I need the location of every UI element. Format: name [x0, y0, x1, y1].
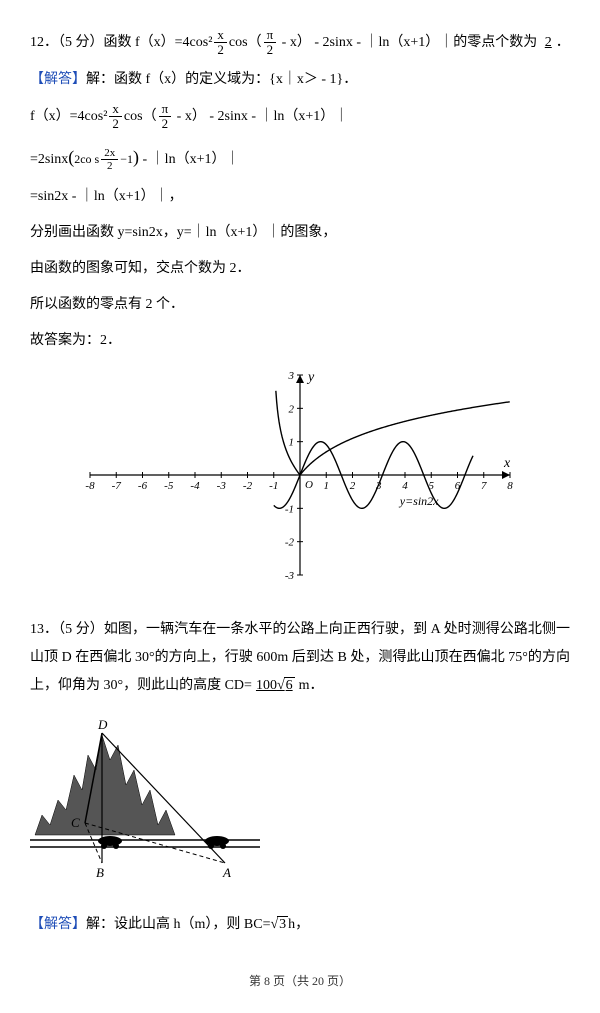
mountain-svg: D C B A — [30, 715, 260, 885]
q13-unit: m． — [299, 678, 324, 693]
solution-label-2: 【解答】 — [30, 917, 86, 932]
q12-sol1: 解：函数 f（x）的定义域为：{x｜x＞ - 1}． — [86, 72, 357, 87]
svg-text:-1: -1 — [285, 504, 294, 516]
frac-pi-2: π2 — [264, 28, 277, 58]
chart-svg: -8-7-6-5-4-3-2-112345678-3-2-1123xyOy=si… — [80, 365, 520, 585]
svg-text:-7: -7 — [112, 480, 122, 492]
svg-text:-3: -3 — [217, 480, 227, 492]
svg-text:A: A — [222, 865, 231, 880]
q12-sol-line6: 由函数的图象可知，交点个数为 2． — [30, 255, 570, 283]
svg-text:1: 1 — [324, 480, 330, 492]
svg-text:4: 4 — [402, 480, 408, 492]
page-footer: 第 8 页（共 20 页） — [30, 969, 570, 993]
svg-text:D: D — [97, 717, 108, 732]
svg-text:-2: -2 — [243, 480, 253, 492]
function-chart: -8-7-6-5-4-3-2-112345678-3-2-1123xyOy=si… — [30, 365, 570, 596]
q12-stem-c: - x） - 2sinx - ｜ln（x+1）｜的零点个数为 — [278, 35, 537, 50]
svg-text:8: 8 — [507, 480, 513, 492]
svg-text:2: 2 — [289, 404, 295, 416]
q12-number: 12． — [30, 35, 58, 50]
svg-text:-1: -1 — [269, 480, 278, 492]
q12-stem: 12．（5 分）函数 f（x）=4cos²x2cos（π2 - x） - 2si… — [30, 28, 570, 58]
q12-sol-line3: =2sinx(2co s2x2−1) - ｜ln（x+1）｜ — [30, 139, 570, 175]
q12-points: （5 分） — [58, 35, 104, 50]
svg-text:7: 7 — [481, 480, 487, 492]
svg-text:x: x — [503, 456, 511, 471]
q12-stem-a: 函数 f（x）=4cos² — [104, 35, 213, 50]
q12-sol-line4: =sin2x - ｜ln（x+1）｜， — [30, 183, 570, 211]
q12-period: ． — [556, 35, 570, 50]
svg-text:-5: -5 — [164, 480, 174, 492]
q12-stem-b: cos（ — [229, 35, 262, 50]
svg-text:y=sin2x: y=sin2x — [399, 494, 439, 508]
svg-text:C: C — [71, 815, 80, 830]
q13-answer: 1006 — [252, 678, 299, 693]
svg-text:O: O — [305, 479, 313, 491]
frac-pi-2-b: π2 — [159, 102, 172, 132]
q12-sol-line2: f（x）=4cos²x2cos（π2 - x） - 2sinx - ｜ln（x+… — [30, 102, 570, 132]
q13-sol-line1: 【解答】解：设此山高 h（m），则 BC=3h， — [30, 911, 570, 939]
q12-answer: 2 — [541, 35, 556, 50]
q12-sol-line8: 故答案为：2． — [30, 327, 570, 355]
q13-stem: 13．（5 分）如图，一辆汽车在一条水平的公路上向正西行驶，到 A 处时测得公路… — [30, 616, 570, 700]
svg-text:-8: -8 — [85, 480, 95, 492]
q12-sol-line7: 所以函数的零点有 2 个． — [30, 291, 570, 319]
q12-sol-line1: 【解答】解：函数 f（x）的定义域为：{x｜x＞ - 1}． — [30, 66, 570, 94]
svg-text:-2: -2 — [285, 537, 295, 549]
svg-text:y: y — [306, 370, 315, 385]
frac-x-2: x2 — [214, 28, 227, 58]
svg-text:3: 3 — [288, 370, 295, 382]
svg-text:-4: -4 — [190, 480, 200, 492]
solution-label: 【解答】 — [30, 72, 86, 87]
svg-text:B: B — [96, 865, 104, 880]
mountain-diagram: D C B A — [30, 715, 570, 896]
q12-sol-line5: 分别画出函数 y=sin2x，y=｜ln（x+1）｜的图象， — [30, 219, 570, 247]
q13-points: （5 分） — [58, 622, 104, 637]
frac-2x-2: 2x2 — [101, 147, 118, 172]
q13-number: 13． — [30, 622, 58, 637]
svg-text:2: 2 — [350, 480, 356, 492]
svg-text:1: 1 — [289, 437, 295, 449]
frac-x-2-b: x2 — [109, 102, 122, 132]
svg-text:-3: -3 — [285, 570, 295, 582]
svg-text:-6: -6 — [138, 480, 148, 492]
